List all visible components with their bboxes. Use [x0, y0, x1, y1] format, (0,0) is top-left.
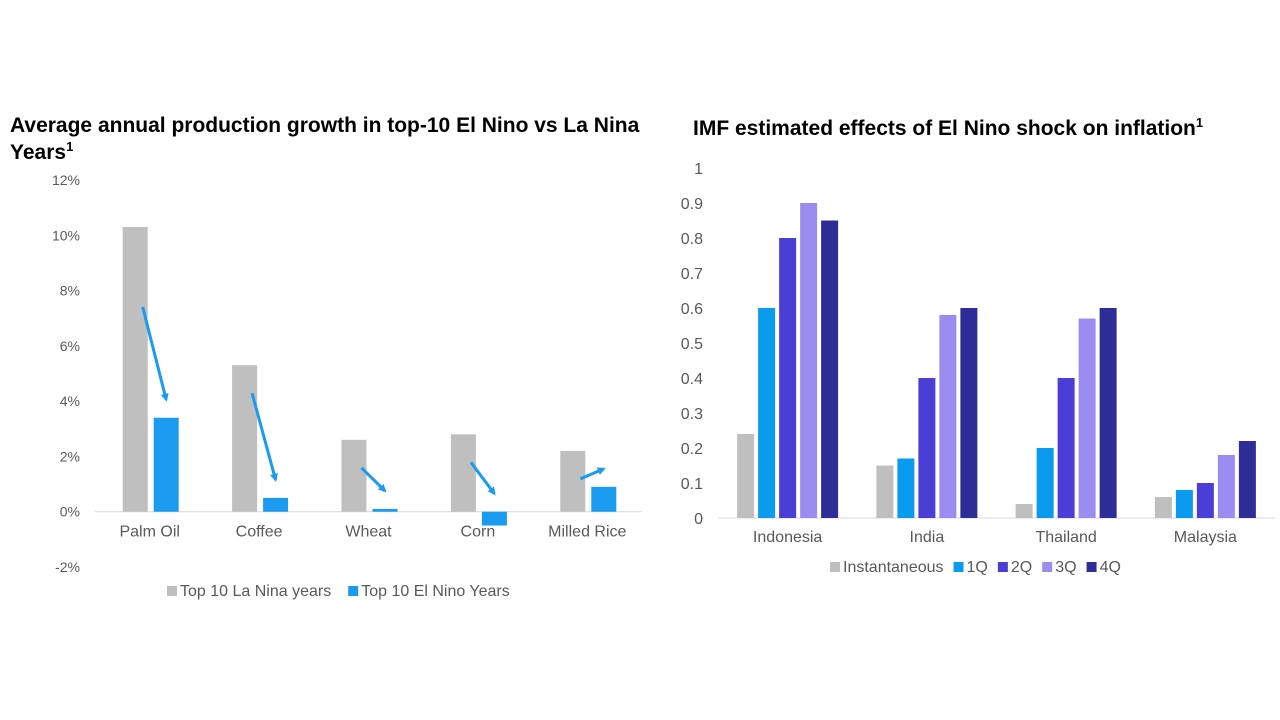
- y-tick-label: 0.4: [681, 371, 703, 388]
- bar: [560, 450, 586, 512]
- trend-arrow: [250, 392, 278, 482]
- bar: [1078, 318, 1096, 518]
- bar: [481, 511, 507, 526]
- x-tick-label: Corn: [461, 524, 496, 541]
- bar: [876, 465, 894, 518]
- y-tick-label: 4%: [60, 393, 80, 409]
- x-tick-label: Wheat: [345, 524, 392, 541]
- y-tick-label: 0.3: [681, 406, 703, 423]
- trend-arrow: [141, 306, 169, 402]
- bar: [779, 238, 797, 518]
- bar: [897, 458, 915, 518]
- y-tick-label: -2%: [55, 559, 80, 575]
- legend-label: 3Q: [1055, 559, 1076, 576]
- bar: [960, 308, 978, 518]
- bar: [591, 486, 617, 512]
- legend-swatch: [1042, 562, 1053, 572]
- bar: [1238, 441, 1256, 518]
- x-tick-label: Indonesia: [753, 529, 822, 546]
- inflation-effects-chart: 1 0.9 0.8 0.7 0.6 0.5 0.4 0.3 0.2 0.1 0 Indonesia In…: [681, 161, 1275, 576]
- bar: [1196, 483, 1214, 518]
- production-growth-chart: 12% 10% 8% 6% 4% 2% 0% -2% Palm Oil Coffee Wheat Co…: [52, 172, 642, 600]
- legend-swatch: [348, 586, 359, 596]
- bar: [450, 434, 476, 512]
- left-chart-title: Average annual production growth in top-…: [10, 114, 640, 164]
- legend-label: 2Q: [1011, 559, 1032, 576]
- x-tick-label: Thailand: [1035, 529, 1096, 546]
- y-tick-label: 1: [694, 161, 703, 178]
- legend-swatch: [997, 562, 1008, 572]
- bar: [939, 315, 957, 518]
- bar: [758, 308, 776, 518]
- legend-swatch: [167, 586, 177, 596]
- legend-label: Top 10 El Nino Years: [361, 583, 510, 600]
- y-tick-label: 0: [694, 511, 703, 528]
- bar: [1154, 497, 1172, 518]
- y-tick-label: 2%: [60, 448, 80, 464]
- y-tick-label: 0.1: [681, 476, 703, 493]
- y-tick-label: 12%: [52, 172, 80, 188]
- bar: [263, 497, 289, 512]
- y-tick-label: 6%: [60, 338, 80, 354]
- bar: [341, 439, 367, 512]
- y-tick-label: 0%: [60, 504, 80, 520]
- bar: [1015, 504, 1033, 518]
- bar: [821, 220, 839, 518]
- legend-swatch: [953, 562, 964, 572]
- bar: [122, 226, 148, 512]
- trend-arrow: [579, 467, 606, 481]
- trend-arrow: [360, 466, 387, 493]
- bar: [1099, 308, 1117, 518]
- right-chart-title: IMF estimated effects of El Nino shock o…: [693, 115, 1204, 140]
- bar: [1057, 378, 1075, 518]
- bar: [737, 434, 755, 518]
- y-tick-label: 0.9: [681, 196, 703, 213]
- bar: [800, 203, 818, 518]
- bar: [1217, 455, 1235, 518]
- y-tick-label: 0.2: [681, 441, 703, 458]
- legend-swatch: [1086, 562, 1097, 572]
- bar: [918, 378, 936, 518]
- bar: [372, 508, 398, 512]
- y-tick-label: 0.6: [681, 301, 703, 318]
- trend-arrow: [469, 461, 496, 496]
- y-tick-label: 0.8: [681, 231, 703, 248]
- legend-label: 4Q: [1100, 559, 1121, 576]
- legend-label: Top 10 La Nina years: [180, 583, 331, 600]
- y-tick-label: 10%: [52, 227, 80, 243]
- legend-label: 1Q: [967, 559, 988, 576]
- legend-swatch: [830, 562, 840, 572]
- y-tick-label: 0.7: [681, 266, 703, 283]
- y-tick-label: 8%: [60, 283, 80, 299]
- x-tick-label: Malaysia: [1174, 529, 1237, 546]
- x-tick-label: Milled Rice: [548, 524, 626, 541]
- bar: [153, 417, 179, 512]
- x-tick-label: India: [910, 529, 945, 546]
- bar: [232, 365, 258, 512]
- bar: [1036, 448, 1054, 518]
- x-tick-label: Coffee: [236, 524, 283, 541]
- legend-label: Instantaneous: [843, 559, 944, 576]
- x-tick-label: Palm Oil: [119, 524, 179, 541]
- bar: [1175, 490, 1193, 518]
- y-tick-label: 0.5: [681, 336, 703, 353]
